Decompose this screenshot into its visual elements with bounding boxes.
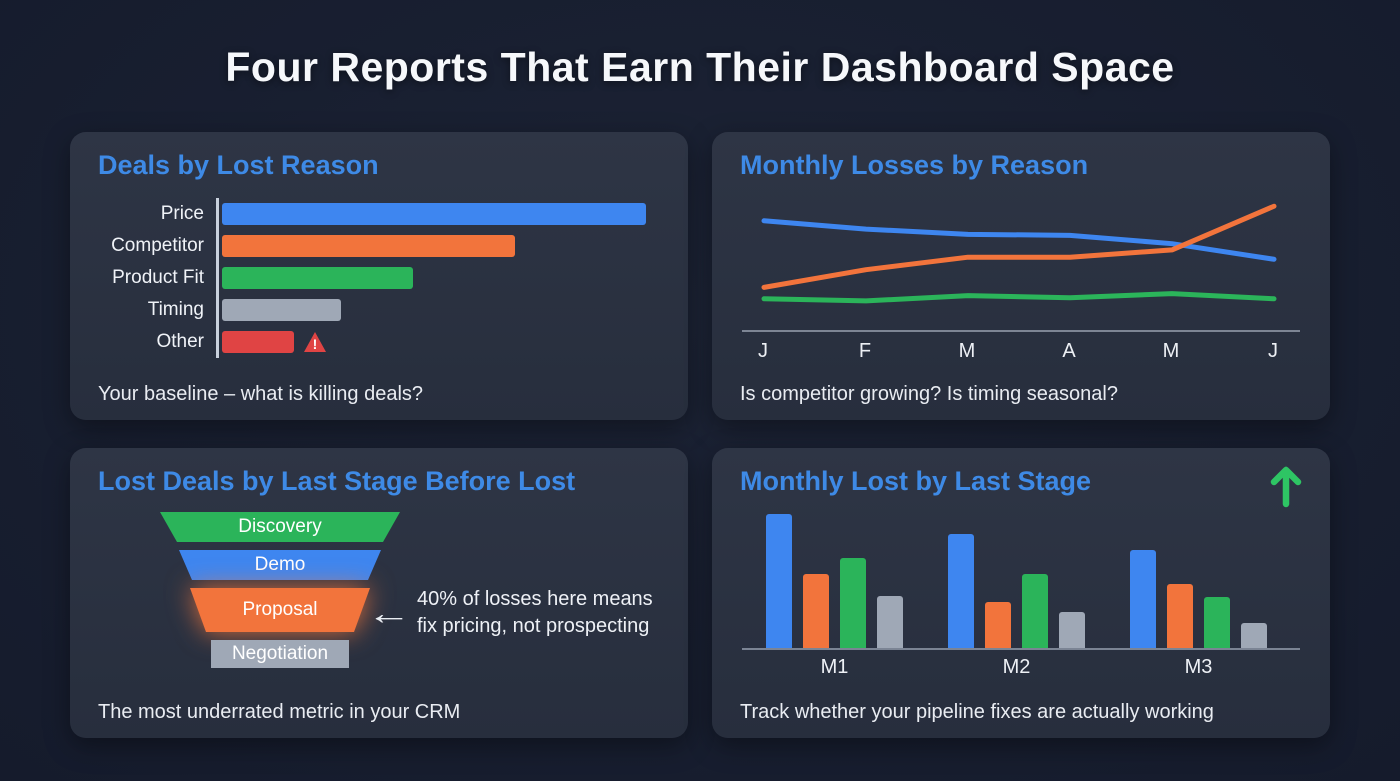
group-labels: M1 M2 M3 — [766, 656, 1267, 679]
warning-icon: ! — [304, 332, 327, 352]
bar-track — [216, 262, 646, 294]
line-series-blue — [761, 218, 1277, 262]
annotation-text: 40% of losses here means fix pricing, no… — [417, 586, 653, 640]
panel-lost-deals-by-last-stage: Lost Deals by Last Stage Before Lost Dis… — [70, 448, 688, 738]
page-title: Four Reports That Earn Their Dashboard S… — [225, 44, 1175, 90]
x-tick: M — [1162, 340, 1180, 362]
x-tick: A — [1062, 340, 1076, 362]
funnel-stage-shape: Discovery — [160, 512, 400, 542]
panel-caption-funnel: The most underrated metric in your CRM — [98, 701, 461, 723]
annotation-line-1: 40% of losses here means — [417, 588, 653, 610]
funnel-stage-shape: Proposal — [190, 588, 370, 632]
bar-blue — [766, 514, 792, 648]
bar-row: Competitor — [98, 230, 646, 262]
bar-blue — [948, 534, 974, 648]
funnel-stage-label: Negotiation — [231, 643, 329, 664]
x-tick: F — [858, 340, 872, 362]
bar-group-m1 — [766, 514, 903, 648]
x-tick: J — [1268, 340, 1278, 362]
lost-reason-bar-chart: Price Competitor Product Fit Timing Other! — [98, 198, 646, 358]
bar-baseline — [742, 648, 1300, 650]
bar-label: Product Fit — [112, 267, 204, 288]
funnel-stage-discovery: Discovery — [160, 512, 400, 542]
bar-label: Competitor — [111, 235, 204, 256]
bar-row: Timing — [98, 294, 646, 326]
bar-row: Other! — [98, 326, 646, 358]
panel-caption-lost-reason: Your baseline – what is killing deals? — [98, 383, 424, 405]
left-arrow-icon: ← — [366, 595, 412, 631]
bar-track — [216, 294, 646, 326]
bar-blue — [1130, 550, 1156, 648]
panel-title-monthly-lost: Monthly Lost by Last Stage — [740, 466, 1092, 496]
x-tick: M — [958, 340, 976, 362]
panel-title-monthly-losses: Monthly Losses by Reason — [740, 150, 1089, 180]
bar-price — [222, 203, 646, 225]
bar-track — [216, 198, 646, 230]
funnel-stage-label: Proposal — [242, 599, 318, 620]
bar-competitor — [222, 235, 515, 257]
bar-track — [216, 230, 646, 262]
x-axis-line — [742, 330, 1300, 332]
bar-group-m3 — [1130, 514, 1267, 648]
bar-product-fit — [222, 267, 413, 289]
funnel-stage-proposal: Proposal — [160, 588, 400, 632]
bar-label: Price — [160, 203, 204, 224]
bar-orange — [1167, 583, 1193, 648]
panel-title-deals-by-lost-reason: Deals by Lost Reason — [98, 150, 379, 180]
group-label: M2 — [1002, 656, 1031, 678]
line-series-green — [761, 291, 1277, 304]
funnel-stage-shape: Negotiation — [211, 640, 349, 668]
panel-caption-monthly-lost: Track whether your pipeline fixes are ac… — [740, 701, 1214, 723]
bar-row: Product Fit — [98, 262, 646, 294]
bar-gray — [1241, 622, 1267, 648]
bar-label: Timing — [147, 299, 204, 320]
up-trend-arrow-icon — [1270, 466, 1302, 508]
panel-monthly-lost-by-last-stage: Monthly Lost by Last Stage M1 M2 M3 Track … — [712, 448, 1330, 738]
bar-gray — [877, 595, 903, 648]
bar-group-m2 — [948, 514, 1085, 648]
group-label: M1 — [820, 656, 849, 678]
panel-caption-monthly-losses: Is competitor growing? Is timing seasona… — [740, 383, 1118, 405]
bar-row: Price — [98, 198, 646, 230]
last-stage-funnel: Discovery Demo Proposal Negotiation — [160, 512, 400, 676]
group-label: M3 — [1184, 656, 1213, 678]
funnel-stage-negotiation: Negotiation — [160, 640, 400, 668]
bar-track: ! — [216, 326, 646, 358]
monthly-losses-line-chart — [736, 192, 1302, 310]
funnel-stage-label: Discovery — [238, 516, 322, 537]
annotation-line-2: fix pricing, not prospecting — [417, 615, 650, 637]
bar-label: Other — [156, 331, 204, 352]
bar-orange — [985, 602, 1011, 648]
funnel-stage-label: Demo — [254, 554, 306, 575]
line-series-orange — [761, 203, 1277, 290]
panel-deals-by-lost-reason: Deals by Lost Reason Price Competitor Prod… — [70, 132, 688, 420]
bar-green — [840, 558, 866, 648]
panel-title-last-stage-funnel: Lost Deals by Last Stage Before Lost — [98, 466, 576, 496]
monthly-lost-grouped-bar-chart — [712, 514, 1330, 648]
bar-green — [1204, 597, 1230, 648]
bar-green — [1022, 574, 1048, 648]
x-tick: J — [758, 340, 768, 362]
funnel-stage-shape: Demo — [179, 550, 381, 580]
line-chart-canvas — [761, 203, 1277, 304]
bar-other — [222, 331, 295, 353]
funnel-annotation: ← 40% of losses here means fix pricing, … — [367, 586, 653, 640]
bar-orange — [803, 574, 829, 648]
svg-text:!: ! — [313, 336, 318, 352]
bar-gray — [1059, 611, 1085, 648]
panel-monthly-losses-by-reason: Monthly Losses by Reason J F M A M J Is compe… — [712, 132, 1330, 420]
bar-timing — [222, 299, 341, 321]
funnel-stage-demo: Demo — [160, 550, 400, 580]
